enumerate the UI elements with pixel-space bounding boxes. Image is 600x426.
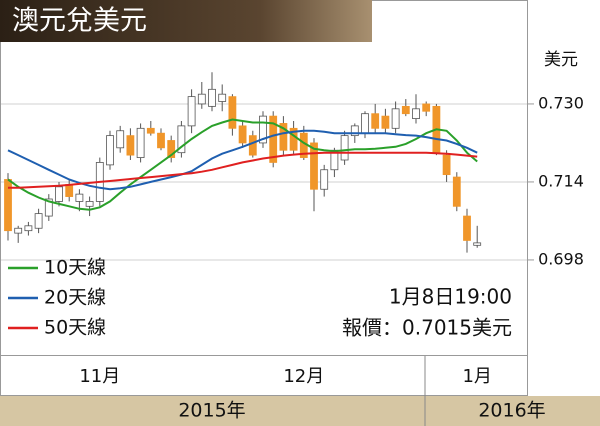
candle-body [218,93,227,102]
candle-body [371,113,380,129]
ma-line [8,151,478,189]
legend-label: 10天線 [44,257,106,279]
plot-area [1,72,527,261]
candle-body [177,125,186,154]
legend-label: 50天線 [44,317,106,339]
y-tick-label: 0.698 [538,249,584,268]
candle-body [75,193,84,202]
month-row [0,355,528,396]
title-banner [0,0,372,42]
candle-body [340,135,349,161]
candle-body [136,127,145,158]
candle-body [259,115,267,144]
ma-line [7,118,478,211]
y-axis-label: 美元 [544,50,578,70]
chart-title: 澳元兌美元 [12,6,147,37]
candle-body [381,115,390,129]
candle-body [116,130,125,149]
y-tick-label: 0.730 [538,93,584,112]
candle-body [463,215,471,241]
candle-body [238,125,247,144]
candle-body [310,142,318,190]
x-tick-label: 12月 [283,366,324,387]
annotation: 報價：0.7015美元 [342,316,512,340]
candle-body [157,132,165,149]
candle-body [350,125,359,137]
candle-body [473,242,482,246]
legend-label: 20天線 [44,287,106,309]
candle-body [248,135,257,156]
candle-body [320,169,329,190]
candle-body [279,123,288,151]
candle-body [24,225,33,232]
candle-body [126,135,135,156]
candle-body [14,227,23,234]
candle-body [106,135,114,166]
year-row [0,396,600,426]
candle-body [442,154,451,176]
candle-body [187,96,196,127]
candle-body [412,108,420,119]
candle-body [167,140,176,158]
candle-body [401,105,410,115]
candle-body [208,88,216,107]
candle-body [361,113,369,134]
candle-body [197,93,206,105]
annotation: 1月8日19:00 [389,285,512,309]
y-tick-label: 0.714 [538,171,584,190]
candle-body [422,103,431,112]
candle-body [44,198,53,217]
candle-body [34,213,43,229]
year-label: 2015年 [178,400,245,422]
ma-line [7,129,478,191]
x-tick-label: 1月 [462,366,491,387]
candle-body [146,127,155,134]
candle-body [228,96,237,129]
year-label: 2016年 [478,400,545,422]
candle-body [85,201,94,207]
candle-body [452,176,461,207]
candle-body [65,183,74,197]
candle-body [391,108,400,129]
candle-body [55,186,63,202]
candle-body [269,115,278,163]
x-tick-label: 11月 [79,366,120,387]
plot-frame [0,0,528,356]
